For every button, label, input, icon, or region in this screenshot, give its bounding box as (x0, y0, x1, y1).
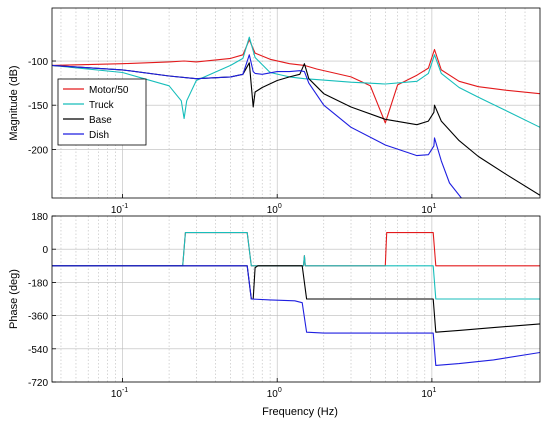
y-tick-label: -100 (28, 57, 48, 68)
x-tick-exponent: -1 (122, 203, 128, 210)
series-lines (52, 36, 540, 198)
y-tick-label: -540 (28, 345, 48, 356)
axes-box (51, 215, 541, 383)
x-tick-exponent: -1 (122, 387, 128, 394)
y-tick-label: -360 (28, 312, 48, 323)
x-tick-exponent: 1 (432, 203, 436, 210)
y-tick-label: 0 (42, 245, 48, 256)
x-tick-exponent: 1 (432, 387, 436, 394)
magnitude-y-axis-label: Magnitude (dB) (8, 65, 20, 140)
y-tick-label: -150 (28, 101, 48, 112)
x-tick-label: 100 (267, 203, 282, 216)
legend-entry-dish: Dish (89, 130, 109, 141)
phase-y-axis-label: Phase (deg) (8, 269, 20, 329)
x-tick-exponent: 0 (278, 203, 282, 210)
axes-box (51, 7, 541, 199)
series-line-motor (52, 39, 540, 124)
series-line-truck (52, 232, 540, 300)
x-tick-label: 101 (421, 203, 436, 216)
y-tick-label: -200 (28, 145, 48, 156)
y-tick-label: -180 (28, 278, 48, 289)
x-tick-label: 10-1 (111, 387, 128, 400)
x-tick-exponent: 0 (278, 387, 282, 394)
legend: Motor/50 Truck Base Dish (57, 78, 147, 146)
y-tick-label: 180 (31, 212, 48, 223)
y-tick-label: -720 (28, 378, 48, 389)
series-line-dish (52, 54, 463, 198)
legend-entry-base: Base (89, 115, 112, 126)
x-tick-label: 100 (267, 387, 282, 400)
series-line-dish (52, 265, 540, 366)
x-tick-label: 101 (421, 387, 436, 400)
legend-entry-truck: Truck (89, 100, 115, 111)
series-lines (52, 232, 540, 366)
legend-entry-motor: Motor/50 (89, 85, 129, 96)
x-axis-label: Frequency (Hz) (262, 406, 338, 418)
x-tick-label: 10-1 (111, 203, 128, 216)
